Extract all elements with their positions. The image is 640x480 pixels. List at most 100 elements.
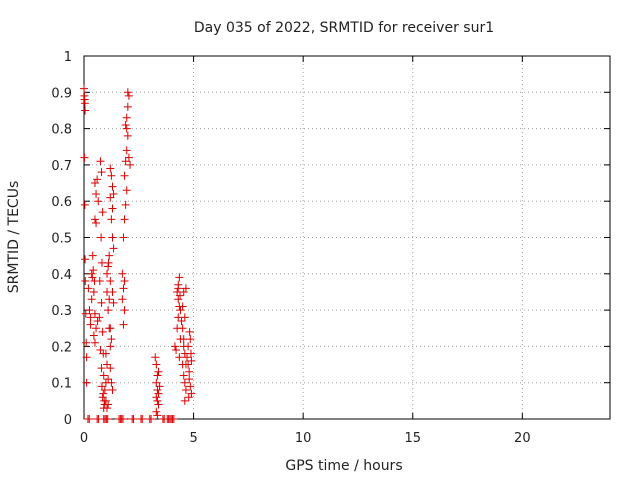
x-tick-label: 20 xyxy=(514,431,531,446)
data-point xyxy=(186,382,195,391)
data-point xyxy=(154,367,163,376)
data-point xyxy=(178,302,187,311)
data-point xyxy=(186,335,195,344)
data-point xyxy=(180,378,189,387)
data-point xyxy=(129,415,138,423)
data-point xyxy=(120,215,129,224)
data-point xyxy=(92,324,101,333)
data-point xyxy=(82,378,91,387)
data-point xyxy=(98,393,107,402)
data-point xyxy=(104,400,113,409)
data-point xyxy=(153,411,162,420)
data-point xyxy=(106,364,115,373)
data-point xyxy=(90,338,99,347)
data-point xyxy=(106,342,115,351)
data-point xyxy=(123,88,132,97)
data-point xyxy=(107,378,116,387)
data-point xyxy=(152,360,161,369)
x-tick-label: 10 xyxy=(295,431,312,446)
y-tick-label: 0.9 xyxy=(51,86,72,101)
data-point xyxy=(180,396,189,405)
data-point xyxy=(181,385,190,394)
data-point xyxy=(175,273,184,282)
data-point xyxy=(109,244,118,253)
y-tick-label: 0.5 xyxy=(51,232,72,247)
data-point xyxy=(89,331,98,340)
data-point xyxy=(119,415,128,423)
data-point xyxy=(93,175,102,184)
data-point xyxy=(85,415,94,423)
data-point xyxy=(152,378,161,387)
data-point xyxy=(118,269,127,278)
data-point xyxy=(170,342,179,351)
data-point xyxy=(90,309,99,318)
data-point xyxy=(90,215,99,224)
x-tick-label: 15 xyxy=(404,431,421,446)
x-axis-label: GPS time / hours xyxy=(285,458,402,474)
data-point xyxy=(105,251,114,260)
y-tick-label: 0.1 xyxy=(51,377,72,392)
data-point xyxy=(155,382,164,391)
data-point xyxy=(120,277,129,286)
data-point xyxy=(138,415,147,423)
data-point xyxy=(122,186,131,195)
data-point xyxy=(181,284,190,293)
data-point xyxy=(174,284,183,293)
data-point xyxy=(154,400,163,409)
data-point xyxy=(86,313,95,322)
data-point xyxy=(147,415,156,423)
data-point xyxy=(97,168,106,177)
data-point xyxy=(109,189,118,198)
data-point xyxy=(107,335,116,344)
data-point xyxy=(107,171,116,180)
data-point xyxy=(184,360,193,369)
data-point xyxy=(177,316,186,325)
data-point xyxy=(104,375,113,384)
data-point xyxy=(98,208,107,217)
data-point xyxy=(106,277,115,286)
y-tick-label: 1 xyxy=(64,50,72,65)
y-axis-label: SRMTID / TECUs xyxy=(6,181,22,294)
data-point xyxy=(122,113,131,122)
data-point xyxy=(109,298,118,307)
data-point xyxy=(122,146,131,155)
y-tick-label: 0.7 xyxy=(51,159,72,174)
tick-layer: 00.10.20.30.40.50.60.70.80.910 5 10 15 20 xyxy=(51,50,610,446)
data-point xyxy=(185,327,194,336)
data-point xyxy=(152,393,161,402)
data-point xyxy=(93,316,102,325)
data-point xyxy=(80,200,89,209)
data-point xyxy=(174,295,183,304)
x-tick-label: 5 xyxy=(189,431,197,446)
data-point xyxy=(186,349,195,358)
data-point xyxy=(172,346,181,355)
data-point xyxy=(119,320,128,329)
data-point xyxy=(122,124,131,133)
data-point xyxy=(106,193,115,202)
data-point xyxy=(152,407,161,416)
data-point xyxy=(153,371,162,380)
data-point xyxy=(82,338,91,347)
data-point xyxy=(105,295,114,304)
data-point xyxy=(106,324,115,333)
data-point xyxy=(106,164,115,173)
data-point xyxy=(175,353,184,362)
data-points xyxy=(80,84,196,423)
y-tick-label: 0.2 xyxy=(51,340,72,355)
data-point xyxy=(153,396,162,405)
y-tick-label: 0.3 xyxy=(51,304,72,319)
data-point xyxy=(92,218,101,227)
data-point xyxy=(85,306,94,315)
data-point xyxy=(124,91,133,100)
data-point xyxy=(126,160,135,169)
data-point xyxy=(107,215,116,224)
data-point xyxy=(184,393,193,402)
data-point xyxy=(80,153,89,162)
y-tick-label: 0.4 xyxy=(51,268,72,283)
data-point xyxy=(97,298,106,307)
y-tick-label: 0 xyxy=(64,413,72,428)
data-point xyxy=(119,233,128,242)
data-point xyxy=(184,342,193,351)
y-tick-label: 0.8 xyxy=(51,123,72,138)
